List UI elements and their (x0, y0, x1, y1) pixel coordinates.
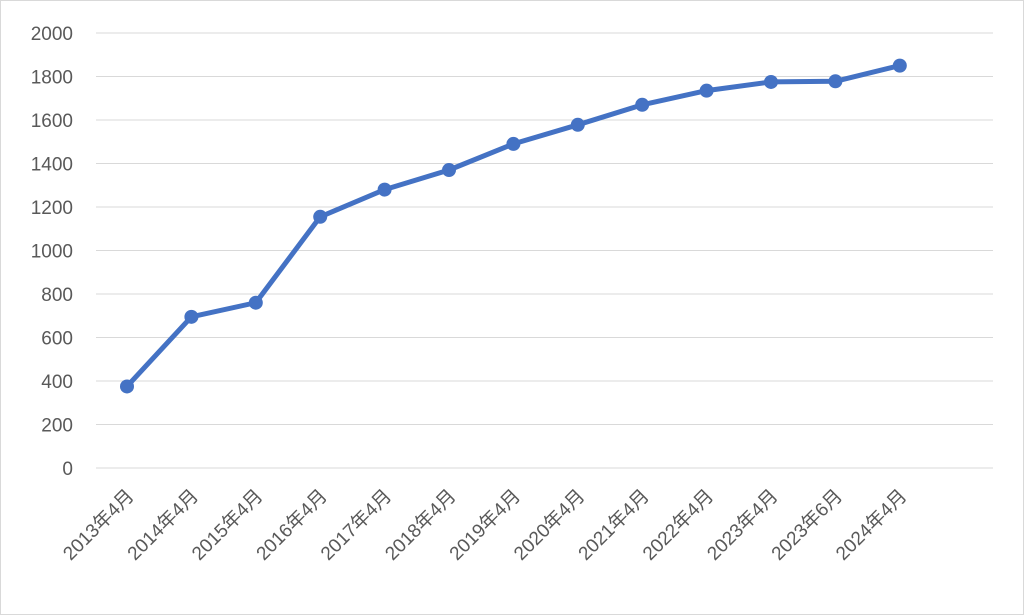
x-tick-label: 2024年4月 (832, 485, 912, 565)
data-point-3 (313, 209, 328, 224)
series-line (124, 63, 903, 389)
data-point-7 (570, 117, 585, 132)
y-tick-label: 1800 (31, 68, 73, 89)
y-axis-tick-labels: 0 200 400 600 800 1000 1200 1400 1600 1800 2000 (31, 24, 73, 480)
data-point-2 (248, 295, 263, 310)
data-point-0 (120, 379, 134, 394)
y-tick-label: 800 (41, 285, 73, 306)
x-axis-tick-labels: 2013年4月2014年4月2015年4月2016年4月2017年4月2018年… (59, 485, 912, 565)
y-tick-label: 1600 (31, 111, 73, 132)
data-point-9 (699, 83, 714, 98)
y-tick-label: 0 (62, 459, 73, 480)
data-point-5 (442, 163, 456, 178)
data-point-1 (184, 309, 199, 324)
data-point-6 (506, 136, 521, 151)
y-tick-label: 1400 (31, 155, 73, 176)
data-series (120, 58, 907, 394)
data-point-10 (764, 74, 778, 89)
y-tick-label: 1000 (31, 242, 73, 263)
y-tick-label: 1200 (31, 198, 73, 219)
data-point-8 (635, 97, 650, 112)
data-point-4 (377, 182, 392, 197)
y-tick-label: 200 (41, 416, 73, 437)
data-point-12 (892, 58, 907, 73)
y-tick-label: 600 (41, 329, 73, 350)
y-tick-label: 400 (41, 372, 73, 393)
y-tick-label: 2000 (31, 24, 73, 45)
gridlines (96, 32, 993, 469)
data-point-11 (828, 74, 843, 89)
